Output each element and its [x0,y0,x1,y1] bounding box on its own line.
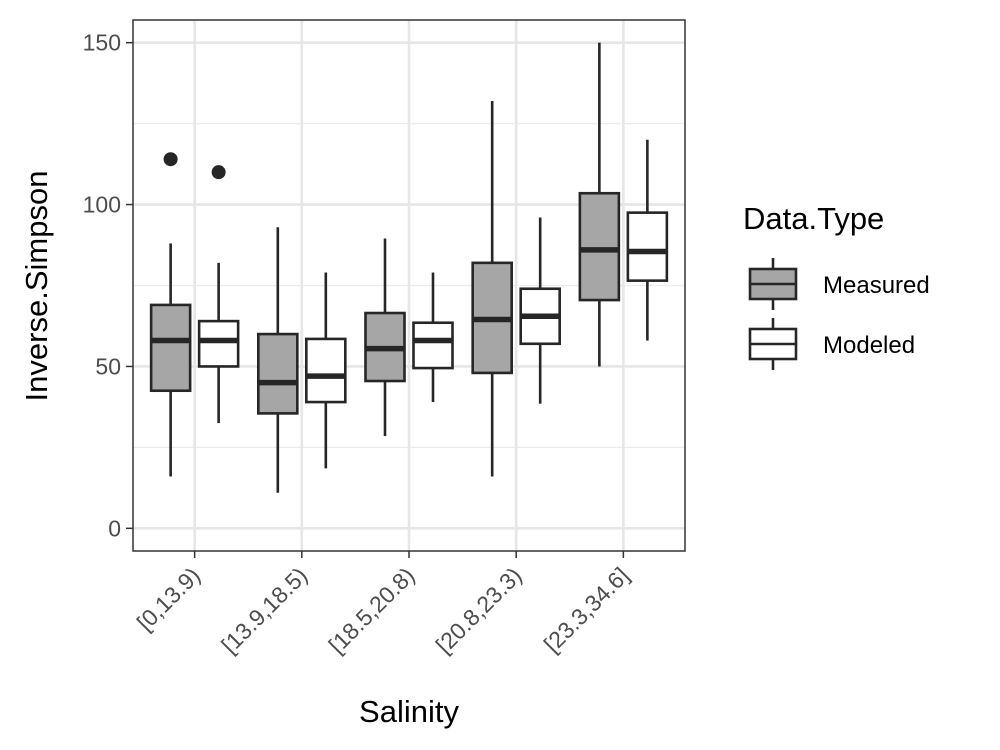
box-measured [578,42,621,367]
legend-label: Modeled [823,332,915,359]
grid-lines [133,20,685,551]
outlier-point [163,152,178,167]
box-modeled [305,272,347,469]
box-measured [149,152,192,477]
box-iqr [412,321,454,370]
box-iqr [257,332,299,415]
box-measured [471,100,513,477]
box-iqr [626,211,669,282]
legend-item-modeled: Modeled [748,318,915,370]
box-iqr [578,191,621,302]
outlier-point [211,165,226,180]
x-axis-title: Salinity [359,694,459,729]
legend-items: Measured Modeled [748,258,930,370]
x-tick-label: [23.3,34.6] [539,562,634,657]
box-modeled [197,165,240,424]
x-tick-label: [18.5,20.8) [323,562,419,658]
y-tick-label: 100 [83,192,121,218]
x-tick-label: [0,13.9) [132,562,206,636]
y-tick-label: 50 [95,353,121,379]
y-tick-label: 0 [108,515,121,541]
x-tick-label: [20.8,23.3) [431,562,527,658]
box-measured [364,238,406,437]
plot-area [132,19,686,552]
box-modeled [519,217,561,404]
box-iqr [305,337,347,404]
legend-item-measured: Measured [748,258,930,310]
legend-title: Data.Type [743,201,884,236]
box-layer [149,42,669,493]
box-modeled [412,272,454,403]
x-tick-label: [13.9,18.5) [216,562,312,658]
y-axis-title: Inverse.Simpson [19,171,54,402]
y-tick-label: 150 [83,30,121,56]
y-axis: 0 50 100 150 [83,30,133,541]
box-modeled [626,139,669,341]
legend: Data.Type Measured Modeled [743,201,930,370]
legend-label: Measured [823,272,930,299]
box-iqr [197,319,240,368]
box-measured [257,227,299,493]
x-axis: [0,13.9) [13.9,18.5) [18.5,20.8) [20.8,23.3… [132,551,634,658]
box-iqr [149,303,192,393]
